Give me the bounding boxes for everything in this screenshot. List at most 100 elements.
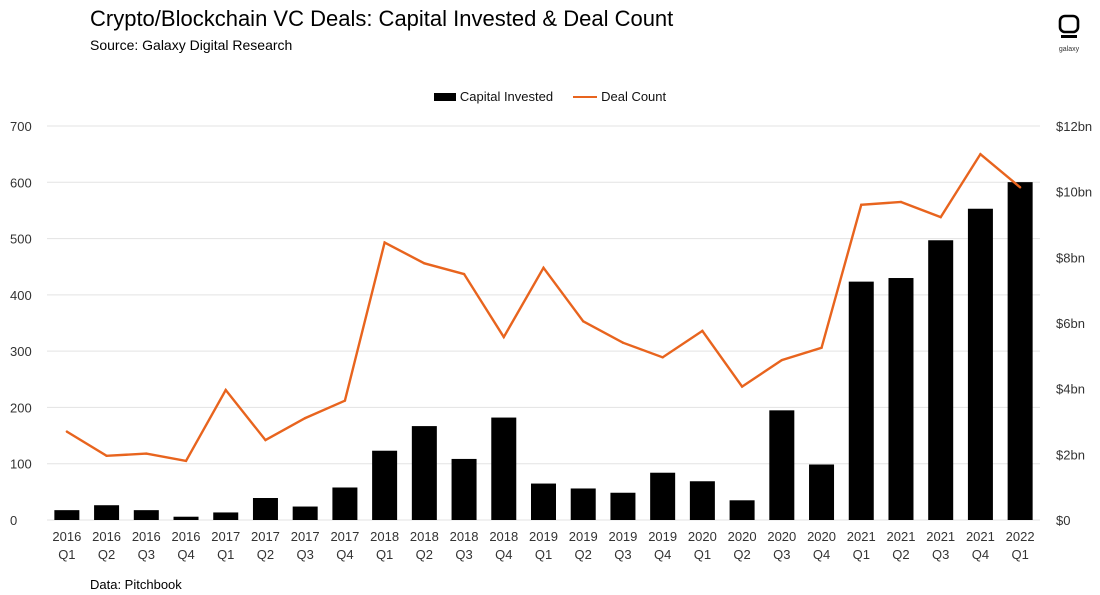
x-tick-label-year: 2021 bbox=[887, 529, 916, 544]
bar-capital-invested bbox=[54, 510, 80, 520]
y-left-tick-label: 700 bbox=[10, 119, 32, 134]
galaxy-logo: galaxy bbox=[1052, 14, 1086, 53]
bar-capital-invested bbox=[809, 464, 835, 520]
legend-item-deals: Deal Count bbox=[573, 89, 666, 104]
bar-capital-invested bbox=[451, 458, 477, 520]
y-right-tick-label: $4bn bbox=[1056, 382, 1085, 397]
y-right-tick-label: $12bn bbox=[1056, 119, 1092, 134]
x-tick-label-quarter: Q4 bbox=[495, 547, 512, 562]
line-deal-count bbox=[66, 152, 1021, 463]
bar-capital-invested bbox=[570, 488, 596, 520]
bar-capital-invested bbox=[173, 516, 199, 520]
x-tick-label-quarter: Q2 bbox=[892, 547, 909, 562]
x-tick-label-year: 2017 bbox=[251, 529, 280, 544]
x-tick-label-quarter: Q1 bbox=[694, 547, 711, 562]
point-deal-count bbox=[65, 430, 69, 433]
bar-capital-invested bbox=[491, 417, 517, 520]
x-tick-label-quarter: Q3 bbox=[455, 547, 472, 562]
x-tick-label-year: 2017 bbox=[291, 529, 320, 544]
bar-capital-invested bbox=[888, 278, 914, 520]
x-tick-label-quarter: Q1 bbox=[535, 547, 552, 562]
y-left-tick-label: 200 bbox=[10, 400, 32, 415]
x-tick-label-quarter: Q1 bbox=[58, 547, 75, 562]
point-deal-count bbox=[1018, 186, 1022, 189]
x-tick-label-quarter: Q1 bbox=[376, 547, 393, 562]
y-left-tick-label: 300 bbox=[10, 344, 32, 359]
point-deal-count bbox=[860, 203, 863, 206]
x-tick-label-year: 2018 bbox=[489, 529, 518, 544]
bar-capital-invested bbox=[848, 281, 874, 520]
bar-capital-invested bbox=[292, 506, 318, 520]
x-tick-label-year: 2020 bbox=[807, 529, 836, 544]
x-tick-label-quarter: Q4 bbox=[813, 547, 830, 562]
x-tick-label-quarter: Q4 bbox=[177, 547, 194, 562]
x-tick-label-year: 2018 bbox=[450, 529, 479, 544]
bar-capital-invested bbox=[213, 512, 239, 520]
x-tick-label-quarter: Q4 bbox=[654, 547, 671, 562]
x-tick-label-year: 2016 bbox=[92, 529, 121, 544]
x-tick-label-year: 2016 bbox=[132, 529, 161, 544]
point-deal-count bbox=[105, 454, 108, 458]
point-deal-count bbox=[621, 341, 625, 344]
x-tick-label-quarter: Q4 bbox=[972, 547, 989, 562]
y-left-tick-label: 500 bbox=[10, 232, 32, 247]
bar-capital-invested bbox=[252, 498, 278, 520]
x-tick-label-year: 2018 bbox=[410, 529, 439, 544]
x-tick-label-quarter: Q1 bbox=[217, 547, 234, 562]
point-deal-count bbox=[423, 262, 426, 265]
y-left-tick-label: 600 bbox=[10, 175, 32, 190]
x-tick-label-year: 2020 bbox=[688, 529, 717, 544]
point-deal-count bbox=[502, 335, 505, 339]
point-deal-count bbox=[145, 452, 148, 455]
x-tick-label-year: 2017 bbox=[330, 529, 359, 544]
y-right-tick-label: $10bn bbox=[1056, 185, 1092, 200]
chart-legend: Capital Invested Deal Count bbox=[0, 89, 1100, 104]
x-tick-label-quarter: Q3 bbox=[138, 547, 155, 562]
x-tick-label-year: 2020 bbox=[728, 529, 757, 544]
x-tick-label-quarter: Q2 bbox=[257, 547, 274, 562]
x-tick-label-year: 2019 bbox=[608, 529, 637, 544]
y-right-tick-label: $8bn bbox=[1056, 250, 1085, 265]
bar-capital-invested bbox=[967, 208, 993, 521]
bar-capital-invested bbox=[332, 487, 358, 520]
y-left-tick-label: 0 bbox=[10, 513, 17, 528]
x-tick-label-quarter: Q3 bbox=[773, 547, 790, 562]
point-deal-count bbox=[701, 329, 704, 333]
y-right-tick-label: $0 bbox=[1056, 513, 1070, 528]
x-tick-label-year: 2019 bbox=[569, 529, 598, 544]
bar-capital-invested bbox=[372, 450, 398, 520]
galaxy-logo-icon bbox=[1058, 14, 1080, 38]
logo-text: galaxy bbox=[1058, 46, 1080, 53]
point-deal-count bbox=[343, 399, 347, 402]
x-tick-label-quarter: Q1 bbox=[853, 547, 870, 562]
point-deal-count bbox=[979, 152, 982, 156]
x-tick-label-quarter: Q2 bbox=[416, 547, 433, 562]
data-source-note: Data: Pitchbook bbox=[90, 577, 182, 592]
x-tick-label-year: 2017 bbox=[211, 529, 240, 544]
x-tick-label-quarter: Q2 bbox=[575, 547, 592, 562]
point-deal-count bbox=[224, 388, 227, 392]
x-tick-label-year: 2021 bbox=[847, 529, 876, 544]
bar-capital-invested bbox=[1007, 182, 1033, 520]
point-deal-count bbox=[383, 241, 386, 244]
bar-capital-invested bbox=[729, 500, 755, 520]
point-deal-count bbox=[740, 385, 744, 388]
point-deal-count bbox=[661, 356, 664, 359]
x-tick-label-quarter: Q1 bbox=[1011, 547, 1028, 562]
bar-capital-invested bbox=[133, 510, 159, 520]
x-tick-label-quarter: Q3 bbox=[614, 547, 631, 562]
bar-capital-invested bbox=[769, 410, 795, 520]
bar-capital-invested bbox=[94, 505, 120, 520]
legend-label-deals: Deal Count bbox=[601, 89, 667, 104]
x-tick-label-quarter: Q3 bbox=[932, 547, 949, 562]
point-deal-count bbox=[184, 459, 188, 463]
x-tick-label-year: 2019 bbox=[648, 529, 677, 544]
x-tick-label-year: 2016 bbox=[172, 529, 201, 544]
point-deal-count bbox=[899, 200, 903, 204]
chart-subtitle: Source: Galaxy Digital Research bbox=[90, 37, 293, 53]
x-tick-label-year: 2018 bbox=[370, 529, 399, 544]
x-tick-label-year: 2022 bbox=[1006, 529, 1035, 544]
bar-capital-invested bbox=[531, 483, 556, 520]
bar-capital-invested bbox=[650, 472, 676, 520]
